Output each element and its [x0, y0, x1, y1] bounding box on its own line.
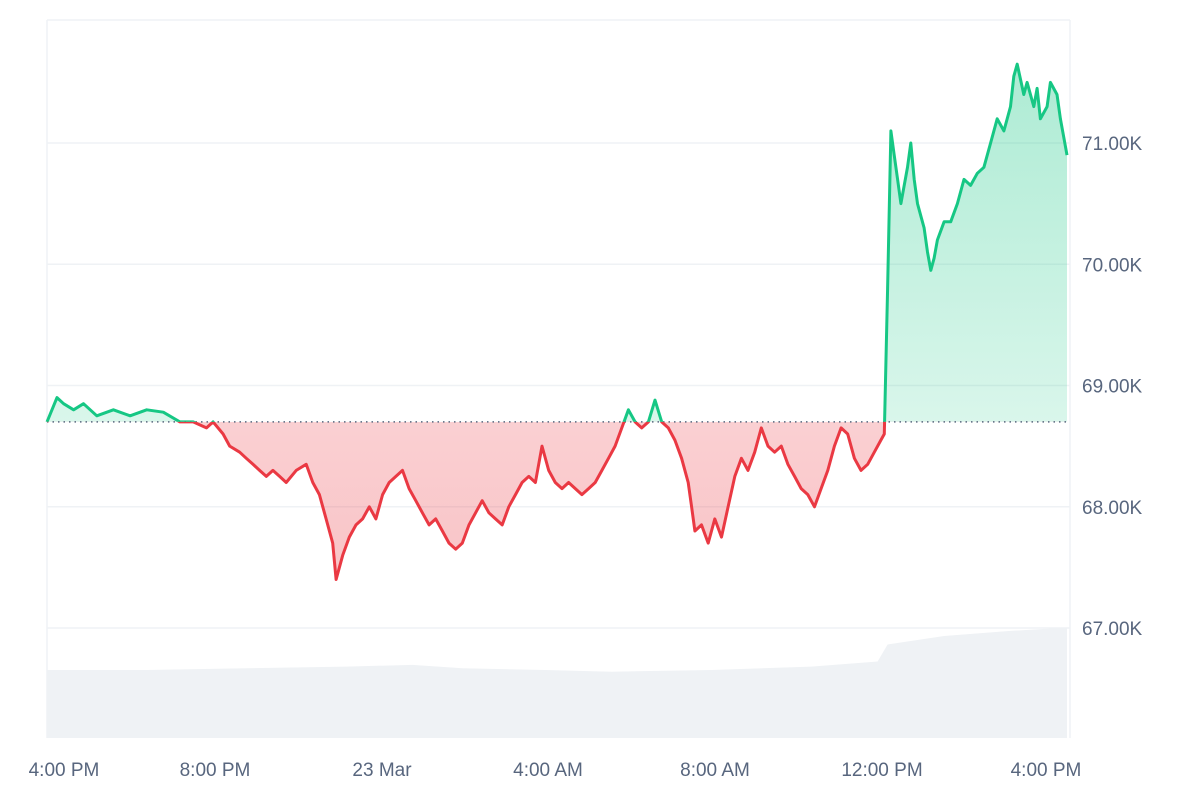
- grid-lines: [46, 19, 1071, 738]
- y-tick-label: 67.00K: [1082, 619, 1143, 640]
- x-tick-label: 4:00 AM: [513, 760, 583, 781]
- y-tick-label: 68.00K: [1082, 498, 1143, 519]
- price-area-above: [47, 64, 1067, 422]
- x-tick-label: 23 Mar: [352, 760, 412, 781]
- x-tick-label: 12:00 PM: [841, 760, 922, 781]
- x-tick-label: 8:00 AM: [680, 760, 750, 781]
- volume-fill: [47, 627, 1067, 738]
- y-tick-label: 69.00K: [1082, 377, 1143, 398]
- price-area-below: [47, 421, 1067, 580]
- y-tick-label: 70.00K: [1082, 255, 1143, 276]
- price-line-below: [46, 421, 887, 581]
- price-series: [45, 62, 1070, 581]
- x-tick-label: 8:00 PM: [180, 760, 251, 781]
- x-tick-label: 4:00 PM: [29, 760, 100, 781]
- price-line-above: [45, 62, 1069, 422]
- volume-area: [47, 627, 1067, 738]
- x-tick-label: 4:00 PM: [1011, 760, 1082, 781]
- y-tick-label: 71.00K: [1082, 134, 1143, 155]
- axes: 67.00K 68.00K 69.00K 70.00K 71.00K 4:00 PM 8:0…: [29, 134, 1143, 781]
